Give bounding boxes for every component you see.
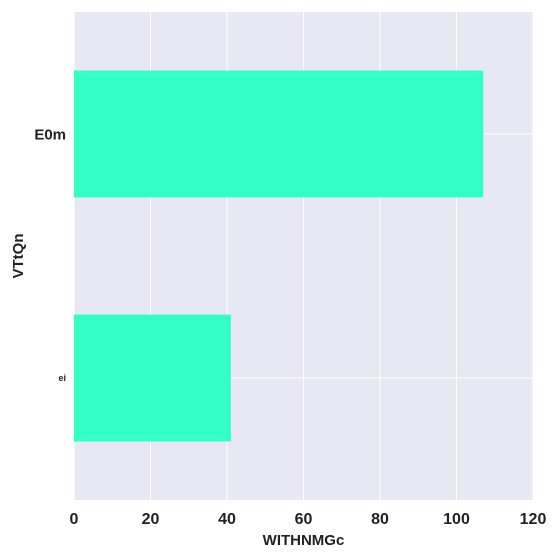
- x-tick-label: 20: [142, 511, 160, 528]
- bar-ei: [74, 314, 231, 442]
- bars: [74, 70, 484, 442]
- x-tick-label: 60: [295, 511, 313, 528]
- y-tick-label: ei: [58, 373, 66, 383]
- x-tick-label: 120: [520, 511, 547, 528]
- x-tick-label: 100: [443, 511, 470, 528]
- x-tick-label: 0: [70, 511, 79, 528]
- x-tick-label: 40: [218, 511, 236, 528]
- x-axis-label: WITHNMGc: [263, 532, 345, 549]
- y-axis-ticks: E0m ei: [34, 126, 66, 383]
- bar-e0m: [74, 70, 484, 198]
- y-tick-label: E0m: [34, 126, 66, 143]
- x-tick-label: 80: [371, 511, 389, 528]
- y-axis-label: VTtQn: [10, 234, 27, 279]
- x-axis-ticks: 0 20 40 60 80 100 120: [70, 511, 547, 528]
